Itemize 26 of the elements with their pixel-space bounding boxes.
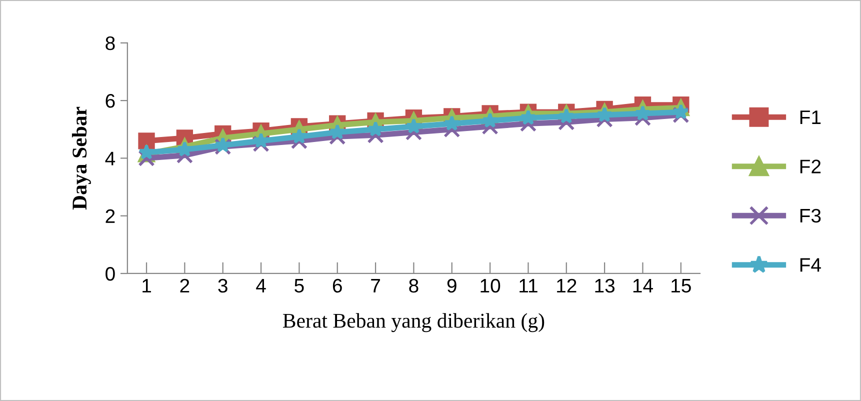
- y-tick-label: 6: [106, 94, 115, 108]
- x-tick-label: 6: [332, 278, 342, 293]
- y-tick-label: 4: [105, 152, 116, 166]
- legend-label: F2: [800, 160, 821, 174]
- x-tick-label: 4: [256, 279, 266, 292]
- y-tick-label: 0: [106, 266, 115, 281]
- x-tick-label: 12: [557, 278, 576, 292]
- x-tick-label: 15: [672, 279, 691, 293]
- legend-label: F1: [800, 110, 821, 124]
- x-tick-label: 10: [480, 278, 500, 293]
- x-tick-label: 11: [520, 279, 538, 292]
- x-axis-title: Berat Beban yang diberikan (g): [282, 313, 544, 332]
- y-tick-label: 2: [106, 209, 115, 223]
- x-tick-label: 13: [595, 278, 615, 293]
- x-tick-label: 7: [371, 279, 380, 292]
- x-tick-label: 3: [218, 278, 228, 293]
- y-axis-title: Daya Sebar: [72, 106, 91, 210]
- y-tick-label: 8: [106, 36, 115, 50]
- x-tick-label: 9: [447, 278, 456, 293]
- legend-label: F4: [800, 258, 821, 272]
- x-tick-label: 14: [633, 279, 653, 292]
- legend-label: F3: [800, 208, 821, 223]
- x-tick-label: 1: [142, 279, 151, 292]
- x-tick-label: 8: [409, 278, 418, 293]
- x-tick-label: 5: [294, 279, 304, 293]
- x-tick-label: 2: [180, 278, 190, 292]
